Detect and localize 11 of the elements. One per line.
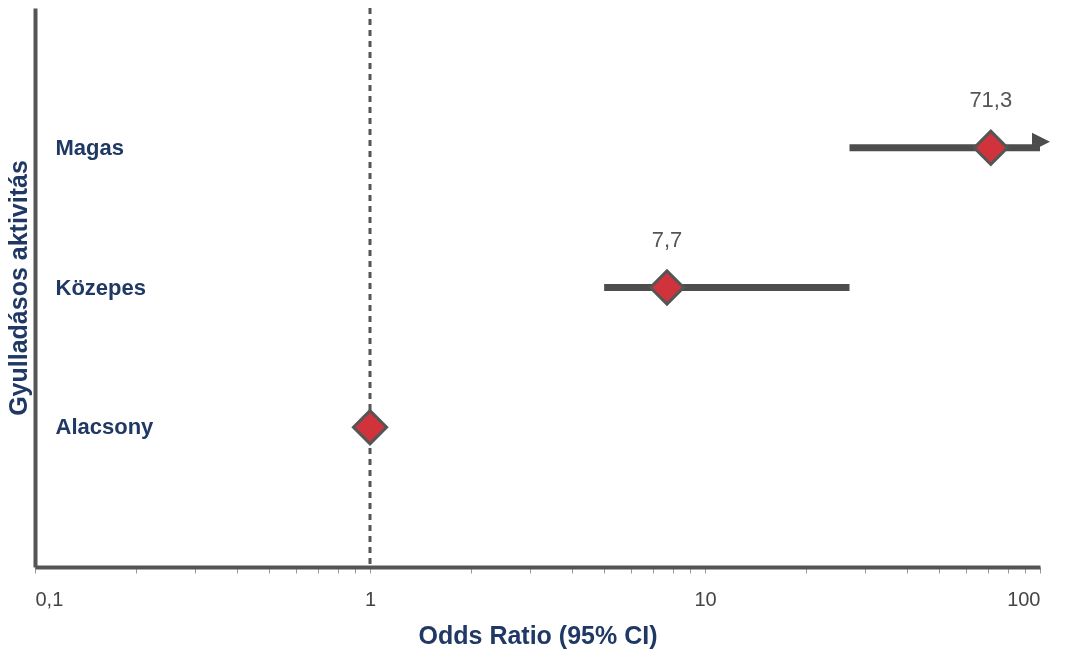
y-tick-label: Alacsony — [55, 414, 155, 440]
x-tick-label: 100 — [1007, 587, 1041, 610]
y-tick-label: Közepes — [55, 274, 146, 300]
y-axis-title: Gyulladásos aktivitás — [3, 160, 32, 416]
x-tick-label: 10 — [694, 587, 717, 610]
data-label: 7,7 — [651, 226, 683, 252]
x-axis-title: Odds Ratio (95% CI) — [418, 620, 658, 649]
x-tick-label: 0,1 — [35, 587, 64, 610]
x-tick-label: 1 — [364, 587, 377, 610]
data-label: 71,3 — [969, 86, 1013, 112]
y-tick-label: Magas — [55, 134, 124, 160]
